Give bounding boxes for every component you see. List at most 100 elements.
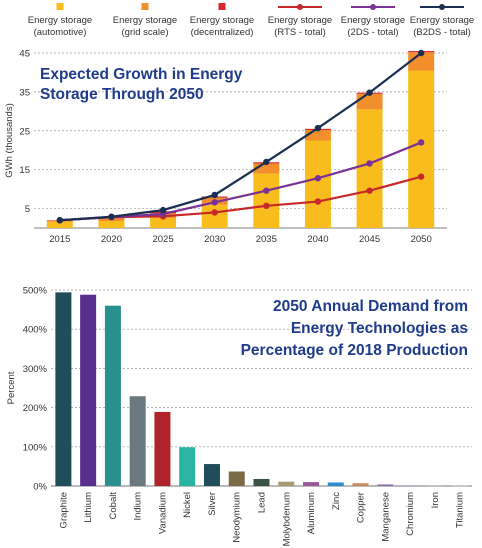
demand-bar bbox=[253, 478, 270, 486]
y-tick-label: 25 bbox=[19, 126, 30, 137]
demand-bar bbox=[451, 485, 468, 487]
demand-bar bbox=[179, 447, 196, 486]
y-tick-label: 45 bbox=[19, 49, 30, 60]
y-tick-label: 200% bbox=[23, 403, 48, 414]
stack-bar bbox=[46, 221, 73, 228]
demand-bar bbox=[426, 485, 443, 487]
x-tick-label: Vanadium bbox=[157, 492, 168, 534]
legend-label: Energy storage bbox=[190, 15, 254, 26]
y-tick-label: 35 bbox=[19, 87, 30, 98]
x-tick-label: 2035 bbox=[256, 234, 277, 245]
legend-label: Energy storage bbox=[341, 15, 405, 26]
stack-bar bbox=[150, 217, 177, 228]
series-point bbox=[417, 139, 425, 146]
x-tick-label: Iron bbox=[430, 492, 441, 508]
x-tick-label: 2025 bbox=[152, 234, 173, 245]
series-point bbox=[159, 206, 167, 214]
demand-bar bbox=[203, 464, 220, 486]
stack-bar bbox=[356, 93, 383, 110]
stack-bar bbox=[253, 163, 280, 174]
chart-title: 2050 Annual Demand from bbox=[273, 298, 468, 315]
x-tick-label: 2040 bbox=[307, 234, 328, 245]
legend-label: (B2DS - total) bbox=[413, 27, 471, 38]
y-axis-label: Percent bbox=[6, 371, 17, 404]
x-tick-label: Copper bbox=[356, 492, 367, 523]
demand-bar bbox=[129, 396, 146, 486]
chart-title: Expected Growth in Energy bbox=[40, 66, 243, 83]
legend-swatch bbox=[218, 3, 226, 10]
legend-swatch bbox=[56, 3, 64, 10]
legend-label: Energy storage bbox=[113, 15, 177, 26]
demand-bar bbox=[402, 485, 419, 487]
y-axis-label: GWh (thousands) bbox=[4, 103, 15, 177]
x-tick-label: Indium bbox=[133, 492, 144, 521]
series-point bbox=[263, 158, 270, 166]
energy-storage-chart: 5 15 25 35 45 2015 2020 2025 2030 2035 2040 2045 205… bbox=[4, 49, 447, 245]
x-tick-label: Chromium bbox=[405, 492, 416, 536]
stack-bar bbox=[201, 204, 228, 228]
y-tick-label: 0% bbox=[33, 482, 47, 493]
series-point bbox=[211, 199, 218, 206]
x-tick-label: Molybdenum bbox=[281, 492, 292, 546]
series-point bbox=[314, 198, 322, 205]
legend-label: (RTS - total) bbox=[274, 27, 326, 38]
x-tick-label: Silver bbox=[207, 492, 218, 516]
legend-swatch bbox=[141, 3, 149, 10]
x-tick-label: Titanium bbox=[455, 492, 466, 528]
chart-title: Percentage of 2018 Production bbox=[241, 342, 468, 359]
demand-bar bbox=[80, 294, 97, 486]
y-tick-label: 100% bbox=[23, 442, 48, 453]
x-tick-label: Zinc bbox=[331, 492, 342, 510]
legend-label: Energy storage bbox=[268, 15, 332, 26]
x-tick-label: 2030 bbox=[204, 234, 225, 245]
legend-label: (2DS - total) bbox=[347, 27, 398, 38]
series-point bbox=[108, 213, 115, 220]
series-point bbox=[263, 202, 270, 210]
demand-bar bbox=[377, 484, 394, 486]
series-point bbox=[211, 209, 218, 216]
stack-bar bbox=[304, 140, 331, 228]
legend-marker bbox=[370, 4, 376, 10]
y-tick-label: 15 bbox=[19, 165, 30, 176]
chart-title: Storage Through 2050 bbox=[40, 86, 204, 103]
legend-marker bbox=[439, 4, 445, 10]
stack-bar bbox=[98, 221, 125, 228]
legend-label: Energy storage bbox=[28, 15, 92, 26]
x-tick-label: Cobalt bbox=[108, 492, 119, 520]
x-tick-label: Lead bbox=[257, 492, 268, 513]
x-tick-label: Aluminum bbox=[306, 492, 317, 534]
series-point bbox=[314, 175, 322, 182]
stack-bar bbox=[304, 130, 331, 141]
demand-bar bbox=[278, 481, 295, 486]
demand-bar bbox=[55, 292, 72, 486]
demand-bar bbox=[228, 471, 245, 486]
series-point bbox=[263, 187, 270, 194]
legend-label: (grid scale) bbox=[122, 27, 169, 38]
top-legend: Energy storage(automotive)Energy storage… bbox=[28, 3, 474, 38]
stack-bar bbox=[253, 173, 280, 228]
series-line bbox=[59, 52, 422, 222]
series-point bbox=[211, 191, 218, 199]
chart-title: Energy Technologies as bbox=[291, 320, 468, 337]
series-point bbox=[314, 124, 322, 132]
x-tick-label: 2050 bbox=[411, 234, 432, 245]
x-tick-label: Lithium bbox=[83, 492, 94, 523]
demand-bar bbox=[352, 483, 369, 486]
x-tick-label: Neodymium bbox=[232, 492, 243, 543]
x-tick-label: Nickel bbox=[182, 492, 193, 518]
series-point bbox=[417, 49, 425, 57]
x-tick-label: 2020 bbox=[101, 234, 122, 245]
x-tick-label: Manganese bbox=[380, 492, 391, 542]
stack-bar bbox=[408, 70, 435, 228]
demand-bar bbox=[104, 305, 121, 486]
series-point bbox=[366, 89, 373, 96]
x-tick-label: 2045 bbox=[359, 234, 380, 245]
series-point bbox=[366, 187, 373, 194]
demand-bar bbox=[303, 482, 320, 486]
demand-bar bbox=[154, 411, 171, 486]
series-point bbox=[56, 217, 64, 224]
legend-label: Energy storage bbox=[410, 15, 474, 26]
stack-bar bbox=[356, 109, 383, 228]
demand-bar bbox=[327, 482, 344, 486]
